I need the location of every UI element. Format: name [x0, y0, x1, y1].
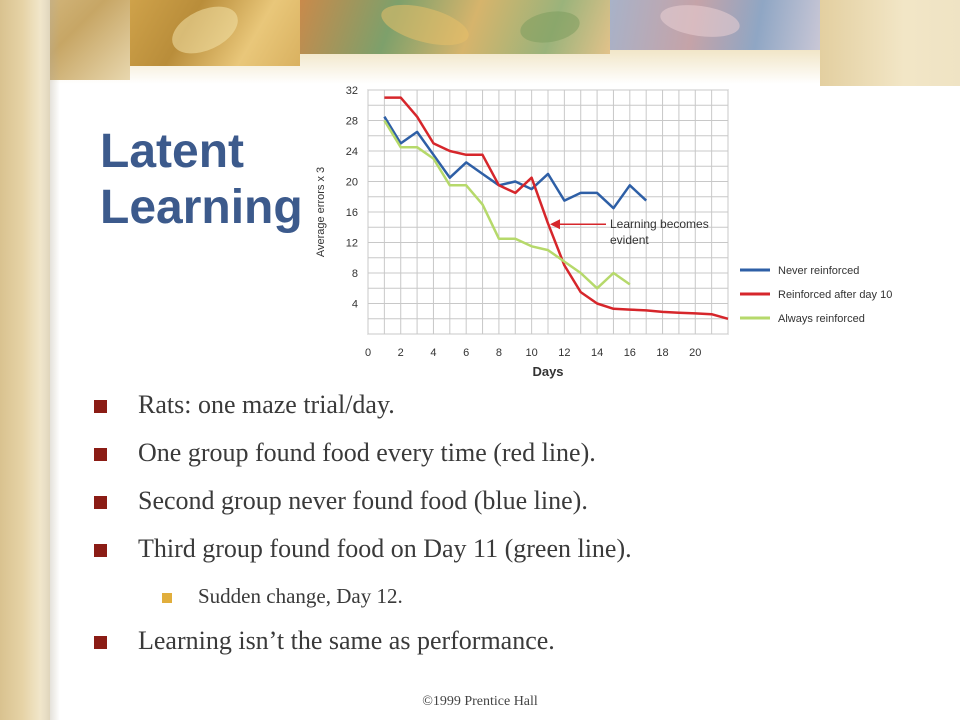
x-tick-label: 18: [656, 347, 668, 359]
bullet-marker-icon: [94, 636, 107, 649]
y-tick-label: 12: [346, 238, 358, 250]
banner-tile: [820, 0, 960, 86]
y-tick-label: 4: [352, 299, 358, 311]
x-tick-label: 2: [398, 347, 404, 359]
x-tick-label: 6: [463, 347, 469, 359]
bullet-marker-icon: [94, 448, 107, 461]
bullet-item: Second group never found food (blue line…: [92, 480, 932, 528]
y-tick-label: 32: [346, 85, 358, 97]
y-axis-label: Average errors x 3: [315, 167, 327, 257]
x-tick-label: 8: [496, 347, 502, 359]
bullet-marker-icon: [94, 544, 107, 557]
series-line-always-reinforced: [383, 119, 631, 290]
legend-label: Always reinforced: [778, 313, 865, 325]
bullet-item: Rats: one maze trial/day.: [92, 384, 932, 432]
bullet-marker-icon: [162, 593, 172, 603]
x-tick-label: 4: [430, 347, 436, 359]
x-tick-label: 20: [689, 347, 701, 359]
x-axis-label: Days: [532, 364, 563, 379]
x-tick-label: 14: [591, 347, 603, 359]
series-line-reinforced-after-day-10: [384, 96, 729, 321]
decorative-left-strip: [0, 0, 50, 720]
legend-label: Never reinforced: [778, 265, 859, 277]
bullet-text: Sudden change, Day 12.: [198, 584, 403, 608]
bullet-text: Second group never found food (blue line…: [138, 486, 588, 515]
x-tick-label: 10: [526, 347, 538, 359]
bullet-marker-icon: [94, 400, 107, 413]
bullet-text: Third group found food on Day 11 (green …: [138, 534, 632, 563]
bullet-item: Third group found food on Day 11 (green …: [92, 528, 932, 576]
y-tick-label: 16: [346, 207, 358, 219]
legend-label: Reinforced after day 10: [778, 289, 892, 301]
y-tick-label: 24: [346, 146, 358, 158]
series-line-never-reinforced: [383, 116, 648, 210]
x-tick-label: 16: [624, 347, 636, 359]
x-tick-label: 12: [558, 347, 570, 359]
annotation-text: evident: [610, 233, 649, 247]
slide-title: Latent Learning: [100, 124, 330, 236]
bullet-text: Learning isn’t the same as performance.: [138, 626, 555, 655]
slide-shadow: [50, 0, 60, 720]
annotation-text: Learning becomes: [610, 217, 709, 231]
bullet-item: One group found food every time (red lin…: [92, 432, 932, 480]
footer-copyright: ©1999 Prentice Hall: [422, 694, 538, 709]
bullet-marker-icon: [94, 496, 107, 509]
title-line-1: Latent: [100, 125, 244, 178]
annotation-arrow-head-icon: [550, 219, 560, 230]
line-chart: 4 8 12 16 20 24 28 32 0 2 4 6 8 10 12 14 16 18 20 Days Avera…: [300, 70, 930, 379]
bullet-text: One group found food every time (red lin…: [138, 438, 596, 467]
x-tick-label: 0: [365, 347, 371, 359]
bullet-item: Learning isn’t the same as performance.: [92, 620, 932, 668]
bullet-text: Rats: one maze trial/day.: [138, 390, 395, 419]
y-tick-label: 20: [346, 177, 358, 189]
bullet-list: Rats: one maze trial/day. One group found…: [92, 384, 932, 668]
sub-bullet-item: Sudden change, Day 12.: [92, 576, 932, 620]
title-line-2: Learning: [100, 181, 303, 234]
y-tick-label: 28: [346, 116, 358, 128]
decorative-banner: [0, 0, 960, 86]
y-tick-label: 8: [352, 268, 358, 280]
